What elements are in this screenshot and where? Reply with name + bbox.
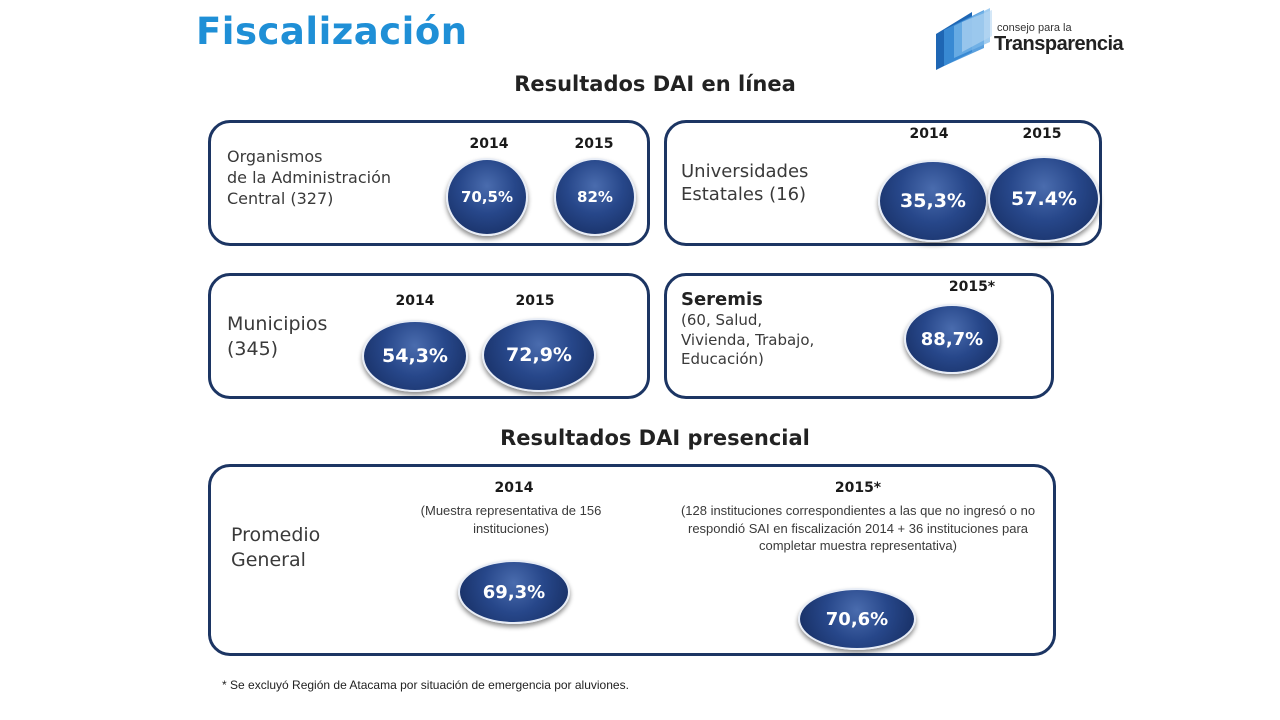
seremis-label-line2: Vivienda, Trabajo, xyxy=(681,330,815,349)
presencial-year-2014: 2014 xyxy=(494,480,534,496)
admin-value-2015: 82% xyxy=(554,158,636,236)
presencial-year-2015: 2015* xyxy=(834,480,882,496)
universidades-value-2014: 35,3% xyxy=(878,160,988,242)
admin-label-line3: Central (327) xyxy=(227,188,334,208)
online-section-title: Resultados DAI en línea xyxy=(514,72,796,96)
seremis-label-line3: Educación) xyxy=(681,350,764,369)
seremis-label: Seremis (60, Salud, Vivienda, Trabajo, E… xyxy=(681,288,814,370)
municipios-value-2014: 54,3% xyxy=(362,320,468,392)
logo-text-line2: Transparencia xyxy=(994,33,1124,55)
admin-year-2014: 2014 xyxy=(469,136,509,152)
admin-year-2015: 2015 xyxy=(574,136,614,152)
admin-value-2014: 70,5% xyxy=(446,158,528,236)
presencial-note-2014: (Muestra representativa de 156 instituci… xyxy=(420,503,602,537)
universidades-label: Universidades Estatales (16) xyxy=(681,160,808,207)
page-title: Fiscalización xyxy=(196,10,468,53)
seremis-year-2015: 2015* xyxy=(948,279,996,295)
presencial-label-line1: Promedio xyxy=(231,524,321,546)
universidades-year-2015: 2015 xyxy=(1022,126,1062,142)
seremis-value-2015: 88,7% xyxy=(904,304,1000,374)
municipios-label-line1: Municipios xyxy=(227,313,328,335)
universidades-label-line1: Universidades xyxy=(681,161,809,182)
presencial-section-title: Resultados DAI presencial xyxy=(500,426,810,450)
seremis-label-title: Seremis xyxy=(681,289,763,310)
municipios-label: Municipios (345) xyxy=(227,312,327,361)
municipios-year-2014: 2014 xyxy=(395,293,435,309)
municipios-value-2015: 72,9% xyxy=(482,318,596,392)
universidades-year-2014: 2014 xyxy=(909,126,949,142)
panel-presencial: Promedio General xyxy=(208,464,1056,656)
seremis-label-line1: (60, Salud, xyxy=(681,311,763,330)
consejo-transparencia-logo xyxy=(936,8,992,70)
municipios-year-2015: 2015 xyxy=(515,293,555,309)
footnote: * Se excluyó Región de Atacama por situa… xyxy=(222,678,629,692)
admin-label: Organismos de la Administración Central … xyxy=(227,147,391,209)
admin-label-line1: Organismos xyxy=(227,147,323,166)
presencial-value-2014: 69,3% xyxy=(458,560,570,624)
universidades-value-2015: 57.4% xyxy=(988,156,1100,242)
presencial-label: Promedio General xyxy=(231,523,320,572)
universidades-label-line2: Estatales (16) xyxy=(681,184,807,206)
presencial-value-2015: 70,6% xyxy=(798,588,916,650)
presencial-label-line2: General xyxy=(231,548,306,571)
logo-text-line1: consejo para la xyxy=(997,22,1072,34)
municipios-label-line2: (345) xyxy=(227,337,279,360)
presencial-note-2015: (128 instituciones correspondientes a la… xyxy=(680,503,1036,554)
admin-label-line2: de la Administración xyxy=(227,167,392,187)
